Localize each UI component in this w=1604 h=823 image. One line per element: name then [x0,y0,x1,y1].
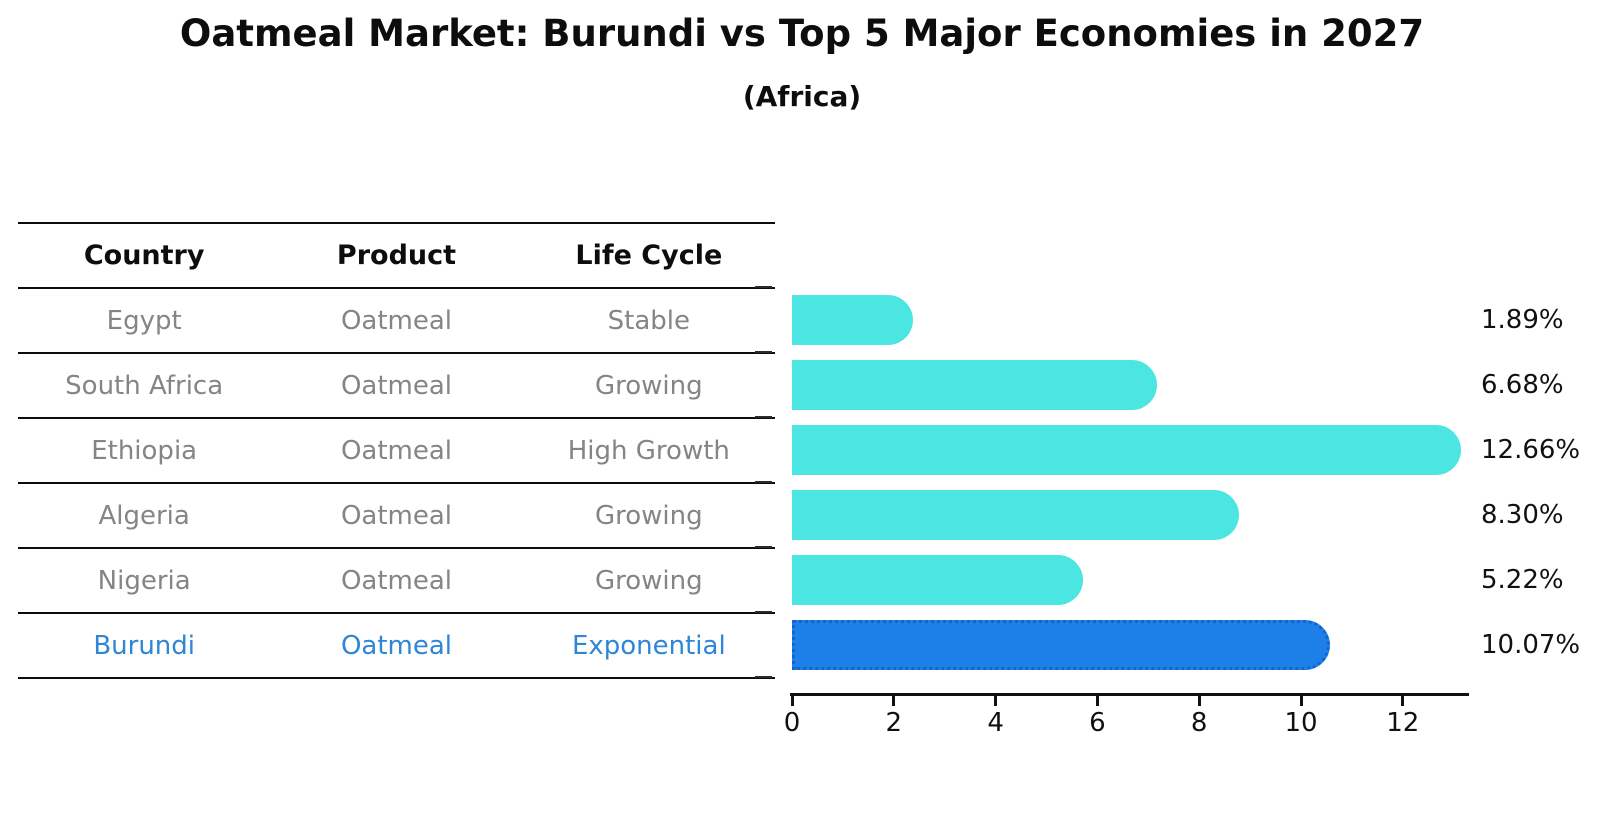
x-axis-tick-label: 6 [1089,708,1106,738]
value-label: 12.66% [1481,434,1581,465]
chart-title: Oatmeal Market: Burundi vs Top 5 Major E… [179,12,1425,55]
x-axis-tick [1197,696,1201,706]
cell-country: Nigeria [97,565,191,596]
x-axis-tick-label: 4 [987,708,1004,738]
value-label: 5.22% [1481,564,1564,595]
bar-ethiopia [792,424,1462,475]
table-row: Egypt Oatmeal Stable [18,289,775,354]
cell-lifecycle: Growing [594,370,703,401]
y-axis-tick [755,416,772,418]
x-axis-tick-label: 8 [1190,708,1208,738]
x-axis-tick-label: 2 [885,708,903,738]
y-axis-tick [755,351,772,353]
cell-lifecycle: Growing [594,565,703,596]
cell-country: Ethiopia [91,435,198,466]
cell-product: Oatmeal [340,500,453,531]
x-axis-tick [1401,696,1405,706]
cell-product: Oatmeal [340,565,453,596]
x-axis-tick [790,696,794,706]
y-axis-tick [755,611,772,613]
bar-algeria [792,489,1240,540]
cell-country: Burundi [93,630,196,661]
table-row: Burundi Oatmeal Exponential [18,614,775,679]
value-label: 6.68% [1481,369,1564,400]
x-axis-tick [1299,696,1303,706]
cell-country: Algeria [98,500,190,531]
x-axis-tick-label: 0 [783,708,801,738]
cell-lifecycle: High Growth [567,435,730,466]
value-label: 8.30% [1481,499,1564,530]
column-header-country: Country [83,240,205,271]
x-axis-tick-label: 12 [1386,708,1420,738]
bar-burundi [792,619,1330,670]
column-header-lifecycle: Life Cycle [575,240,723,271]
x-axis-tick-label: 10 [1284,708,1318,738]
column-header-product: Product [336,240,457,271]
table-row: Ethiopia Oatmeal High Growth [18,419,775,484]
table-row: Algeria Oatmeal Growing [18,484,775,549]
cell-lifecycle: Growing [594,500,703,531]
cell-country: Egypt [106,305,182,336]
cell-product: Oatmeal [340,370,453,401]
x-axis-tick [994,696,998,706]
cell-product: Oatmeal [340,435,453,466]
cell-country: South Africa [65,370,224,401]
y-axis-tick [755,286,772,288]
x-axis-line [790,693,1469,696]
bar-nigeria [792,554,1083,605]
chart-subtitle: (Africa) [742,80,862,113]
y-axis-tick [755,676,772,678]
cell-lifecycle: Stable [607,305,690,336]
y-axis-tick [755,481,772,483]
x-axis-tick [1095,696,1099,706]
y-axis-tick [755,546,772,548]
table-row: South Africa Oatmeal Growing [18,354,775,419]
bar-south-africa [792,359,1158,410]
x-axis-tick [892,696,896,706]
table-body: Egypt Oatmeal Stable South Africa Oatmea… [18,289,775,679]
cell-lifecycle: Exponential [571,630,726,661]
value-label: 10.07% [1481,629,1581,660]
table-header-row: Country Product Life Cycle [18,224,775,289]
bar-egypt [792,294,914,345]
value-label: 1.89% [1481,304,1564,335]
country-table: Country Product Life Cycle Egypt Oatmeal… [18,222,775,679]
table-row: Nigeria Oatmeal Growing [18,549,775,614]
cell-product: Oatmeal [340,630,453,661]
cell-product: Oatmeal [340,305,453,336]
